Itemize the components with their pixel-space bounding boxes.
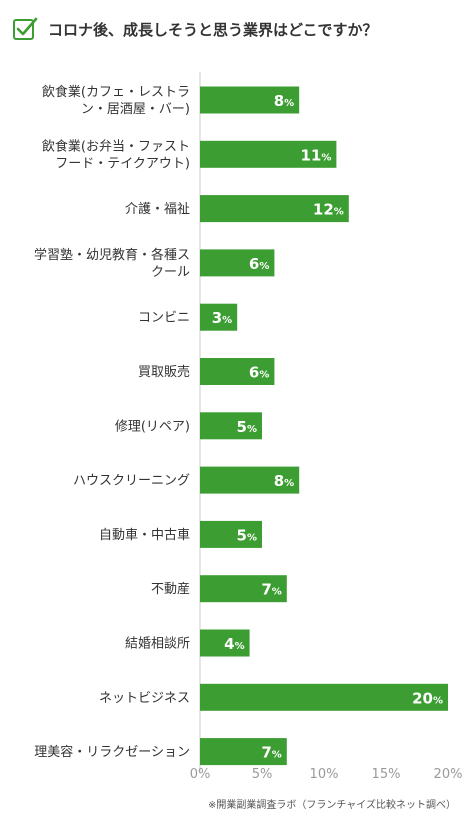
bar-2 [200,195,349,223]
bar-6 [200,412,262,440]
x-tick-label-1: 5% [252,767,273,782]
bar-11 [200,683,448,711]
category-label-line: 修理(リペア) [115,419,190,434]
value-unit-11: % [433,695,443,706]
category-label-4: コンビニ [138,311,190,326]
bar-4 [200,303,238,331]
category-label-10: 結婚相談所 [125,636,190,652]
x-tick-label-4: 20% [434,767,463,782]
value-unit-1: % [321,152,331,163]
bar-9 [200,575,287,603]
category-label-1: 飲食業(お弁当・ファストフード・テイクアウト) [42,138,190,171]
value-unit-3: % [259,261,269,272]
value-unit-5: % [259,370,269,381]
category-label-line: フード・テイクアウト) [55,156,190,171]
x-tick-label-3: 15% [372,767,401,782]
bar-1 [200,140,337,168]
bar-10 [200,629,250,657]
category-label-line: 結婚相談所 [125,636,190,652]
category-label-6: 修理(リペア) [115,419,190,434]
value-unit-9: % [272,587,282,598]
category-label-line: クール [151,265,190,280]
value-unit-7: % [284,478,294,489]
category-label-line: 理美容・リラクゼーション [34,744,190,760]
category-label-line: 飲食業(お弁当・ファスト [42,138,190,154]
category-label-line: 自動車・中古車 [99,528,190,543]
value-unit-2: % [334,207,344,218]
value-unit-0: % [284,98,294,109]
source-note: ※開業副業調査ラボ（フランチャイズ比較ネット調べ） [208,800,456,811]
value-unit-4: % [222,315,232,326]
category-label-7: ハウスクリーニング [73,474,190,489]
value-unit-6: % [247,424,257,435]
category-label-line: 不動産 [151,581,190,597]
category-label-0: 飲食業(カフェ・レストラン・居酒屋・バー) [42,84,190,117]
bar-7 [200,466,300,494]
category-label-12: 理美容・リラクゼーション [34,744,190,760]
category-label-line: 介護・福祉 [125,201,190,217]
value-unit-10: % [235,641,245,652]
chart-title: コロナ後、成長しそうと思う業界はどこですか？ [48,20,378,39]
category-label-11: ネットビジネス [99,691,190,706]
value-unit-8: % [247,532,257,543]
category-label-line: ネットビジネス [99,691,190,706]
category-label-8: 自動車・中古車 [99,528,190,543]
bar-8 [200,520,262,548]
x-tick-label-0: 0% [190,767,211,782]
category-label-5: 買取販売 [138,364,190,380]
category-label-9: 不動産 [151,581,190,597]
bar-3 [200,249,275,277]
checkbox-check-icon [13,17,38,40]
category-label-line: 学習塾・幼児教育・各種ス [34,247,190,263]
category-label-line: コンビニ [138,311,190,326]
category-label-3: 学習塾・幼児教育・各種スクール [34,247,190,280]
bar-12 [200,738,287,766]
chart-title-bar: コロナ後、成長しそうと思う業界はどこですか？ [12,14,378,44]
category-label-line: 買取販売 [138,364,190,380]
bar-5 [200,358,275,385]
category-label-line: ン・居酒屋・バー) [81,102,190,117]
value-unit-12: % [272,750,282,761]
category-label-line: 飲食業(カフェ・レストラ [42,84,190,100]
category-label-line: ハウスクリーニング [73,474,190,489]
category-label-2: 介護・福祉 [125,201,190,217]
bar-0 [200,86,300,114]
x-tick-label-2: 10% [310,767,339,782]
